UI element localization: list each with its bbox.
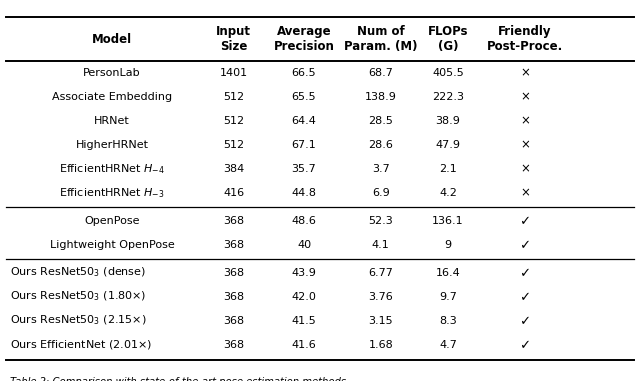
Text: 368: 368 xyxy=(223,267,244,278)
Text: 35.7: 35.7 xyxy=(292,164,316,174)
Text: Ours ResNet50$_3$ (dense): Ours ResNet50$_3$ (dense) xyxy=(10,266,146,279)
Text: Lightweight OpenPose: Lightweight OpenPose xyxy=(50,240,174,250)
Text: EfficientHRNet $H_{-3}$: EfficientHRNet $H_{-3}$ xyxy=(59,186,165,200)
Text: Input
Size: Input Size xyxy=(216,25,251,53)
Text: $\checkmark$: $\checkmark$ xyxy=(520,266,530,279)
Text: 16.4: 16.4 xyxy=(436,267,460,278)
Text: 512: 512 xyxy=(223,92,244,102)
Text: 6.9: 6.9 xyxy=(372,188,390,198)
Text: $\times$: $\times$ xyxy=(520,114,530,128)
Text: 3.15: 3.15 xyxy=(369,315,393,326)
Text: 4.7: 4.7 xyxy=(439,339,457,350)
Text: 28.5: 28.5 xyxy=(369,116,393,126)
Text: 68.7: 68.7 xyxy=(369,68,393,78)
Text: Num of
Param. (M): Num of Param. (M) xyxy=(344,25,417,53)
Text: Table 2: Comparison with state-of-the-art pose estimation methods: Table 2: Comparison with state-of-the-ar… xyxy=(10,377,346,381)
Text: 1.68: 1.68 xyxy=(369,339,393,350)
Text: $\times$: $\times$ xyxy=(520,186,530,200)
Text: $\checkmark$: $\checkmark$ xyxy=(520,314,530,327)
Text: Model: Model xyxy=(92,32,132,46)
Text: 40: 40 xyxy=(297,240,311,250)
Text: $\times$: $\times$ xyxy=(520,162,530,176)
Text: 512: 512 xyxy=(223,116,244,126)
Text: 138.9: 138.9 xyxy=(365,92,397,102)
Text: 512: 512 xyxy=(223,140,244,150)
Text: 65.5: 65.5 xyxy=(292,92,316,102)
Text: FLOPs
(G): FLOPs (G) xyxy=(428,25,468,53)
Text: 368: 368 xyxy=(223,291,244,302)
Text: OpenPose: OpenPose xyxy=(84,216,140,226)
Text: $\checkmark$: $\checkmark$ xyxy=(520,290,530,303)
Text: 368: 368 xyxy=(223,216,244,226)
Text: 43.9: 43.9 xyxy=(292,267,316,278)
Text: 48.6: 48.6 xyxy=(292,216,316,226)
Text: 368: 368 xyxy=(223,315,244,326)
Text: PersonLab: PersonLab xyxy=(83,68,141,78)
Text: $\times$: $\times$ xyxy=(520,90,530,104)
Text: 44.8: 44.8 xyxy=(291,188,317,198)
Text: 42.0: 42.0 xyxy=(292,291,316,302)
Text: 64.4: 64.4 xyxy=(292,116,316,126)
Text: Associate Embedding: Associate Embedding xyxy=(52,92,172,102)
Text: 368: 368 xyxy=(223,339,244,350)
Text: 9.7: 9.7 xyxy=(439,291,457,302)
Text: $\checkmark$: $\checkmark$ xyxy=(520,338,530,351)
Text: 41.5: 41.5 xyxy=(292,315,316,326)
Text: 28.6: 28.6 xyxy=(369,140,393,150)
Text: Ours ResNet50$_3$ (2.15$\times$): Ours ResNet50$_3$ (2.15$\times$) xyxy=(10,314,146,327)
Text: 66.5: 66.5 xyxy=(292,68,316,78)
Text: 6.77: 6.77 xyxy=(369,267,393,278)
Text: 3.76: 3.76 xyxy=(369,291,393,302)
Text: 67.1: 67.1 xyxy=(292,140,316,150)
Text: 1401: 1401 xyxy=(220,68,248,78)
Text: Ours EfficientNet (2.01$\times$): Ours EfficientNet (2.01$\times$) xyxy=(10,338,152,351)
Text: 4.1: 4.1 xyxy=(372,240,390,250)
Text: 41.6: 41.6 xyxy=(292,339,316,350)
Text: 368: 368 xyxy=(223,240,244,250)
Text: EfficientHRNet $H_{-4}$: EfficientHRNet $H_{-4}$ xyxy=(59,162,165,176)
Text: $\checkmark$: $\checkmark$ xyxy=(520,238,530,251)
Text: 405.5: 405.5 xyxy=(432,68,464,78)
Text: 136.1: 136.1 xyxy=(432,216,464,226)
Text: $\times$: $\times$ xyxy=(520,66,530,80)
Text: 8.3: 8.3 xyxy=(439,315,457,326)
Text: 38.9: 38.9 xyxy=(436,116,460,126)
Text: 416: 416 xyxy=(223,188,244,198)
Text: 4.2: 4.2 xyxy=(439,188,457,198)
Text: Friendly
Post-Proce.: Friendly Post-Proce. xyxy=(486,25,563,53)
Text: 9: 9 xyxy=(444,240,452,250)
Text: 52.3: 52.3 xyxy=(369,216,393,226)
Text: Average
Precision: Average Precision xyxy=(273,25,335,53)
Text: HRNet: HRNet xyxy=(94,116,130,126)
Text: 2.1: 2.1 xyxy=(439,164,457,174)
Text: 47.9: 47.9 xyxy=(435,140,461,150)
Text: 3.7: 3.7 xyxy=(372,164,390,174)
Text: $\times$: $\times$ xyxy=(520,138,530,152)
Text: 384: 384 xyxy=(223,164,244,174)
Text: $\checkmark$: $\checkmark$ xyxy=(520,214,530,227)
Text: HigherHRNet: HigherHRNet xyxy=(76,140,148,150)
Text: Ours ResNet50$_3$ (1.80$\times$): Ours ResNet50$_3$ (1.80$\times$) xyxy=(10,290,146,303)
Text: 222.3: 222.3 xyxy=(432,92,464,102)
